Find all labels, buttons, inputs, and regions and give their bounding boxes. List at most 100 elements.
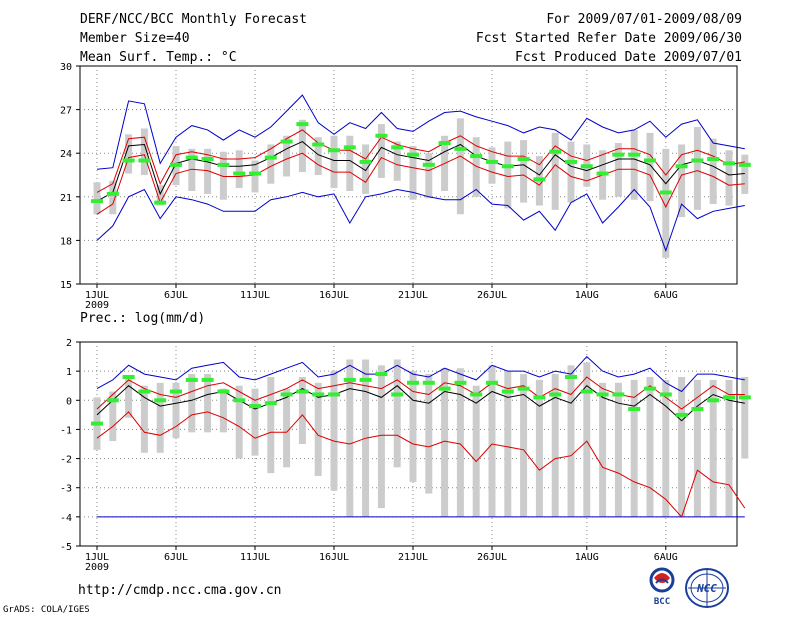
- median-marker: [201, 157, 214, 162]
- median-marker: [407, 380, 419, 385]
- ensemble-box: [488, 365, 496, 517]
- median-marker: [296, 389, 309, 394]
- series-line-max: [96, 188, 745, 253]
- ensemble-box: [678, 144, 686, 218]
- ensemble-box: [646, 132, 654, 202]
- ncc-logo-icon: NCC: [685, 568, 729, 608]
- ensemble-box: [298, 376, 306, 444]
- ensemble-box: [346, 359, 354, 517]
- median-marker: [723, 395, 735, 400]
- median-marker: [122, 158, 135, 163]
- ensemble-box: [140, 385, 148, 453]
- x-tick-label: 26JUL: [477, 552, 507, 563]
- ensemble-box: [109, 391, 117, 442]
- x-tick-label: 1AUG: [575, 290, 599, 301]
- year-label: 2009: [85, 300, 109, 311]
- median-marker: [106, 191, 119, 196]
- y-tick-label: 15: [60, 280, 72, 291]
- ensemble-box: [472, 385, 480, 517]
- ensemble-box: [251, 388, 259, 456]
- ensemble-box: [156, 185, 164, 206]
- precip-panel-title: Prec.: log(mm/d): [80, 311, 206, 326]
- ensemble-box: [283, 135, 291, 177]
- median-marker: [533, 177, 546, 182]
- y-tick-label: 24: [60, 149, 72, 160]
- ensemble-box: [646, 376, 654, 517]
- ensemble-box: [219, 388, 227, 433]
- ensemble-box: [267, 376, 275, 474]
- ensemble-box: [330, 371, 338, 491]
- median-marker: [154, 200, 167, 205]
- median-marker: [644, 386, 656, 391]
- median-marker: [486, 159, 498, 164]
- median-marker: [233, 171, 246, 176]
- ensemble-box: [741, 154, 749, 194]
- series-line-upper: [96, 129, 745, 193]
- y-tick-label: -3: [60, 484, 72, 495]
- median-marker: [343, 145, 356, 150]
- median-marker: [580, 164, 593, 169]
- median-marker: [612, 392, 625, 397]
- series-line-mean: [96, 141, 745, 202]
- median-marker: [707, 398, 720, 403]
- plot-frame: [79, 341, 738, 547]
- median-marker: [549, 149, 562, 154]
- series-line-max: [96, 355, 745, 393]
- median-marker: [233, 398, 246, 403]
- ensemble-box: [188, 148, 196, 191]
- ensemble-box: [204, 148, 212, 194]
- y-tick-label: -1: [60, 425, 72, 436]
- median-marker: [612, 152, 625, 157]
- median-marker: [659, 392, 672, 397]
- median-marker: [217, 389, 230, 394]
- y-tick-label: 1: [66, 367, 72, 378]
- y-tick-label: 0: [66, 396, 72, 407]
- median-marker: [691, 407, 704, 412]
- footer-url[interactable]: http://cmdp.ncc.cma.gov.cn: [78, 583, 282, 598]
- median-marker: [454, 380, 467, 385]
- variable-label: Mean Surf. Temp.: °C: [80, 50, 237, 65]
- median-marker: [580, 389, 593, 394]
- ensemble-box: [693, 379, 701, 517]
- ensemble-box: [441, 368, 449, 517]
- y-tick-label: -5: [60, 542, 72, 553]
- median-marker: [217, 162, 230, 167]
- forecast-period-label: For 2009/07/01-2009/08/09: [546, 12, 742, 27]
- ensemble-box: [188, 374, 196, 433]
- ensemble-box: [709, 379, 717, 517]
- median-marker: [122, 374, 135, 379]
- median-marker: [628, 407, 641, 412]
- median-marker: [596, 392, 609, 397]
- ensemble-box: [156, 382, 164, 453]
- median-marker: [723, 161, 735, 166]
- median-marker: [391, 145, 404, 150]
- ensemble-box: [140, 128, 148, 175]
- y-tick-label: -2: [60, 455, 72, 466]
- median-marker: [91, 421, 103, 426]
- ensemble-box: [630, 129, 638, 200]
- median-marker: [154, 398, 167, 403]
- ensemble-box: [488, 147, 496, 184]
- ensemble-box: [614, 143, 622, 197]
- median-marker: [738, 395, 751, 400]
- series-line-min: [96, 94, 745, 170]
- median-marker: [407, 152, 419, 157]
- ensemble-box: [93, 182, 101, 215]
- series-line-upper: [96, 376, 745, 410]
- ensemble-box: [125, 134, 133, 174]
- ensemble-box: [504, 141, 512, 209]
- median-marker: [596, 171, 609, 176]
- ensemble-box: [393, 359, 401, 468]
- x-tick-label: 21JUL: [398, 552, 428, 563]
- median-marker: [312, 392, 325, 397]
- x-tick-label: 26JUL: [477, 290, 507, 301]
- median-marker: [533, 395, 546, 400]
- median-marker: [691, 158, 704, 163]
- ensemble-box: [583, 362, 591, 517]
- member-size-label: Member Size=40: [80, 31, 190, 46]
- ensemble-box: [109, 180, 117, 215]
- ensemble-box: [204, 374, 212, 433]
- series-line-mean: [96, 385, 745, 422]
- ensemble-box: [472, 137, 480, 197]
- ensemble-box: [520, 374, 528, 517]
